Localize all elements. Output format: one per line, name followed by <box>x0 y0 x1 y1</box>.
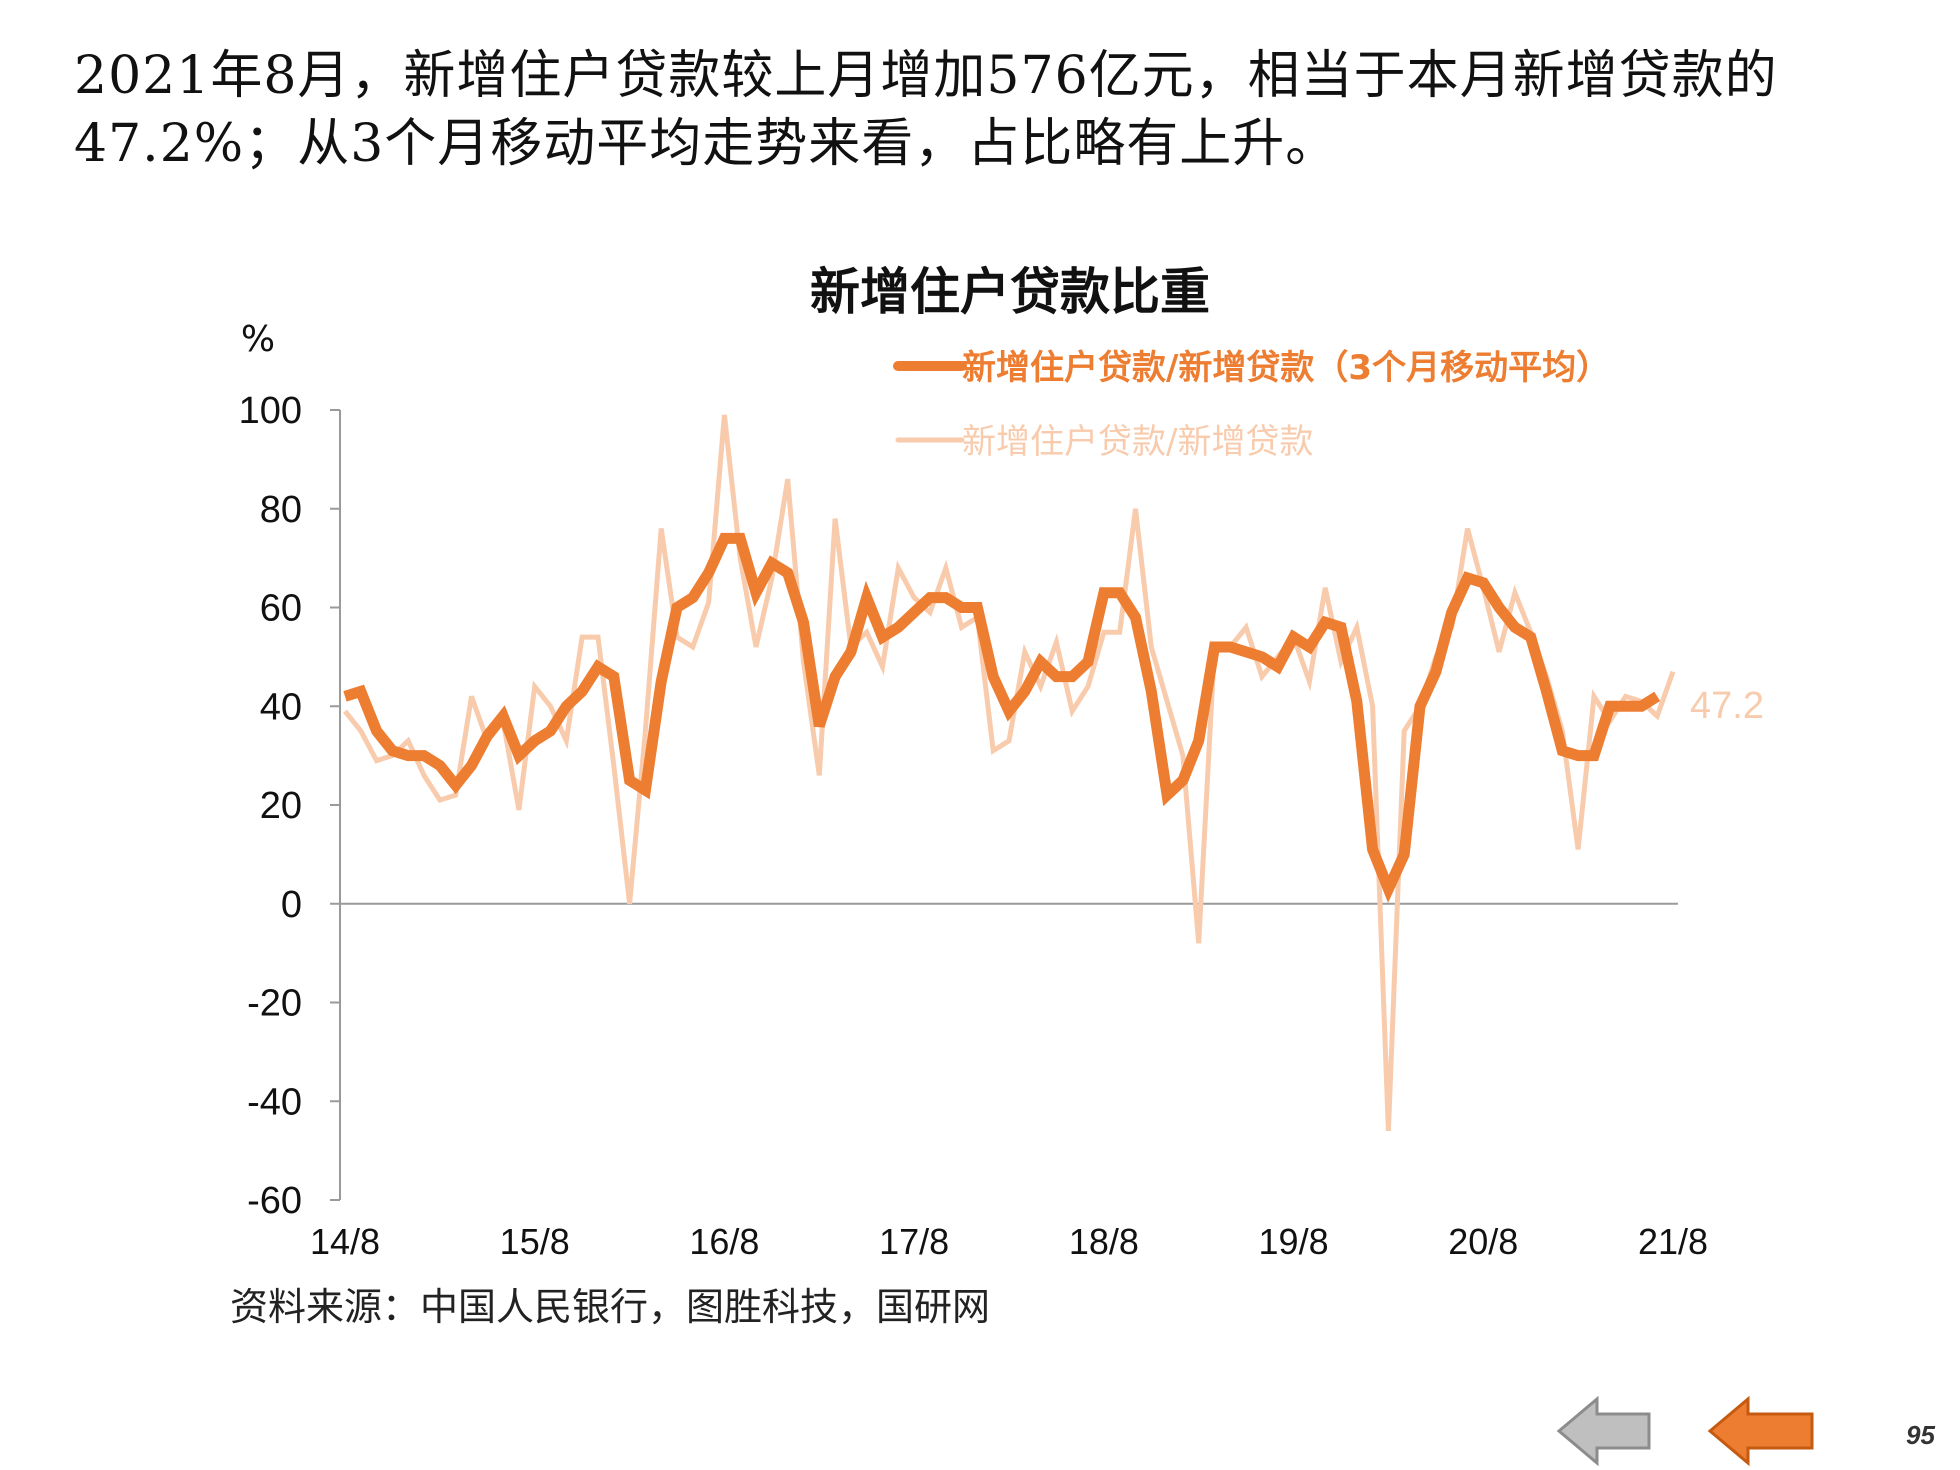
arrow-left-gray-icon <box>1556 1395 1651 1467</box>
x-tick-label: 18/8 <box>1069 1221 1139 1262</box>
x-tick-label: 15/8 <box>500 1221 570 1262</box>
y-axis-unit-label: % <box>241 319 275 360</box>
y-axis: 100 80 60 40 20 0 -20 -40 -60 <box>239 390 341 1222</box>
x-tick-label: 16/8 <box>689 1221 759 1262</box>
y-tick-label: 40 <box>260 686 302 728</box>
chart-title: 新增住户贷款比重 <box>810 263 1210 321</box>
legend: 新增住户贷款/新增贷款（3个月移动平均） 新增住户贷款/新增贷款 <box>893 348 1610 462</box>
source-note: 资料来源：中国人民银行，图胜科技，国研网 <box>230 1285 991 1329</box>
y-tick-label: 60 <box>260 588 302 630</box>
chart: % 100 80 60 40 20 0 -20 -40 -60 14/8 15/8 16/8 17/8… <box>239 319 1764 1262</box>
legend-label-moving-avg: 新增住户贷款/新增贷款（3个月移动平均） <box>962 348 1610 388</box>
series-line-monthly <box>343 414 1676 1131</box>
previous-page-button[interactable] <box>1555 1395 1655 1470</box>
y-tick-label: 80 <box>260 489 302 531</box>
x-tick-label: 17/8 <box>879 1221 949 1262</box>
x-tick-label: 14/8 <box>310 1221 380 1262</box>
series-lines <box>343 414 1676 1131</box>
page-number: 95 <box>1906 1420 1935 1450</box>
x-tick-label: 19/8 <box>1259 1221 1329 1262</box>
y-tick-label: -60 <box>247 1180 302 1222</box>
y-tick-label: 20 <box>260 785 302 827</box>
headline: 2021年8月，新增住户贷款较上月增加576亿元，相当于本月新增贷款的 47.2… <box>74 42 1914 178</box>
x-tick-label: 20/8 <box>1448 1221 1518 1262</box>
x-axis: 14/8 15/8 16/8 17/8 18/8 19/8 20/8 21/8 <box>310 902 1708 1262</box>
last-value-label: 47.2 <box>1690 685 1764 727</box>
y-tick-label: 100 <box>239 390 302 432</box>
x-tick-label: 21/8 <box>1638 1221 1708 1262</box>
headline-line-1: 2021年8月，新增住户贷款较上月增加576亿元，相当于本月新增贷款的 <box>74 46 1778 106</box>
headline-line-2: 47.2%；从3个月移动平均走势来看，占比略有上升。 <box>74 114 1339 174</box>
arrow-left-orange-icon <box>1707 1395 1814 1467</box>
y-tick-label: -20 <box>247 983 302 1025</box>
legend-label-monthly: 新增住户贷款/新增贷款 <box>962 422 1313 462</box>
y-tick-label: 0 <box>281 884 302 926</box>
next-page-button[interactable] <box>1706 1395 1818 1470</box>
y-tick-label: -40 <box>247 1081 302 1123</box>
series-line-moving-average <box>343 532 1661 903</box>
